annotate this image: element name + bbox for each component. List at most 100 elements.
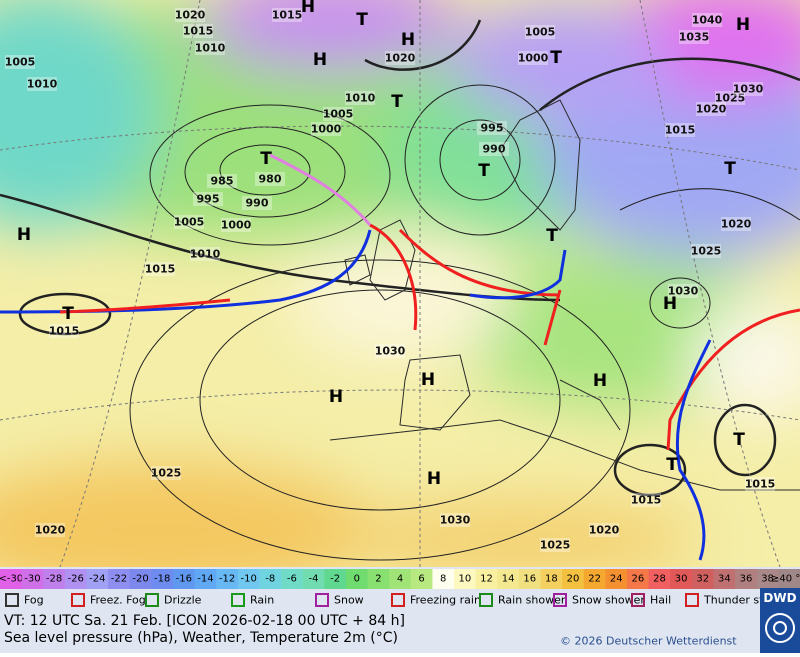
pressure-center: T [391,92,403,112]
temperature-field [0,0,800,567]
symbol-icon [5,593,19,607]
isobar-label: 1025 [151,467,182,480]
isobar-label-bg [195,41,225,55]
pressure-center: H [301,0,315,17]
scale-label: 10 [458,574,471,585]
pressure-center: H [401,30,415,50]
isobar-label: 1010 [27,78,58,91]
isobar-label-bg [151,466,181,480]
scale-label: -14 [197,574,213,585]
symbol-label: Drizzle [164,594,202,607]
scale-label: 38 [761,574,774,585]
isobar-label: 1010 [195,42,226,55]
scale-cell [735,569,758,589]
isobar-label: 1020 [721,218,752,231]
isobar-label: 1000 [311,123,342,136]
isobar-label-bg [193,192,223,206]
isobar-label-bg [525,25,555,39]
scale-cell [43,569,66,589]
scale-label: 36 [740,574,753,585]
isobar-label: 990 [246,197,269,210]
isobar-label: 1020 [385,52,416,65]
isobar-label: 1010 [190,248,221,261]
isobar-label-bg [733,82,763,96]
scale-cell [518,569,542,589]
description: Sea level pressure (hPa), Weather, Tempe… [4,630,398,646]
scale-label: -8 [265,574,275,585]
scale-cell [281,569,304,589]
isobar-label-bg [518,51,548,65]
isobar-label-bg [665,123,695,137]
isobar-label: 1030 [668,285,699,298]
scale-cell [194,569,217,589]
pressure-center: H [421,370,435,390]
symbol-legend: Fog Freez. Fog Drizzle Rain Snow Freezing rai… [5,593,785,607]
scale-cell [389,569,412,589]
symbol-label: Snow shower [572,594,645,607]
isobar-label: 1015 [145,263,176,276]
isobar-label: 1005 [323,108,354,121]
scale-label: 22 [588,574,601,585]
isobar-label-bg [323,107,353,121]
scale-label: 26 [631,574,644,585]
isobar-label: 1015 [631,494,662,507]
scale-label: 28 [653,574,666,585]
scale-label: 24 [610,574,623,585]
isobar-label: 1020 [696,103,727,116]
isobar-label: 1020 [35,524,66,537]
isobar-label: 990 [483,143,506,156]
scale-cell [583,569,606,589]
isobar-label-bg [190,247,220,261]
map: 1020 101510151010100510101005100010201010… [0,0,800,567]
symbol-icon [145,593,159,607]
isobar-label-bg [183,24,213,38]
isobar-label: 1030 [375,345,406,358]
scale-label: -28 [46,574,62,585]
pressure-center: T [356,10,368,30]
isobar-label: 1030 [733,83,764,96]
symbol-icon [479,593,493,607]
isobar-label-bg [691,244,721,258]
scale-label: -24 [89,574,105,585]
isobar-label-bg [696,102,726,116]
isobar-label-bg [385,51,415,65]
symbol-icon [391,593,405,607]
scale-cell [172,569,196,589]
scale-label: -16 [176,574,192,585]
scale-cell [713,569,736,589]
pressure-center: H [593,371,607,391]
isobar-label: 1025 [715,92,746,105]
scale-cell [432,569,455,589]
isobar-label-bg [721,217,751,231]
scale-label: 14 [502,574,515,585]
scale-label: 20 [567,574,580,585]
scale-label: -26 [68,574,84,585]
scale-cell [670,569,693,589]
isobar-label: 1015 [665,124,696,137]
scale-cell [21,569,44,589]
scale-label: -4 [309,574,319,585]
symbol-icon [231,593,245,607]
isobar-label-bg [540,538,570,552]
isobar-label-bg [5,55,35,69]
scale-label: 30 [675,574,688,585]
symbol-label: Freezing rain [410,594,481,607]
scale-label: -18 [154,574,170,585]
isobar-label-bg [49,324,79,338]
temperature-scale: <-30 -30 -28 -26 -24 -22 -20 -18 -16 -14 -12 -10 -8-… [0,569,800,589]
isobar-label: 1015 [272,9,303,22]
isobar-label-bg [27,77,57,91]
isobar-label: 1010 [345,92,376,105]
isobar-label-bg [207,174,237,188]
symbol-icon [553,593,567,607]
pressure-center: H [663,294,677,314]
isobar-label-bg [375,344,405,358]
scale-label: -2 [330,574,340,585]
pressure-center: T [666,455,678,475]
pressure-center: H [427,469,441,489]
scale-cell [64,569,87,589]
isobar-label-bg [631,493,661,507]
scale-cell [108,569,131,589]
scale-cell [324,569,347,589]
